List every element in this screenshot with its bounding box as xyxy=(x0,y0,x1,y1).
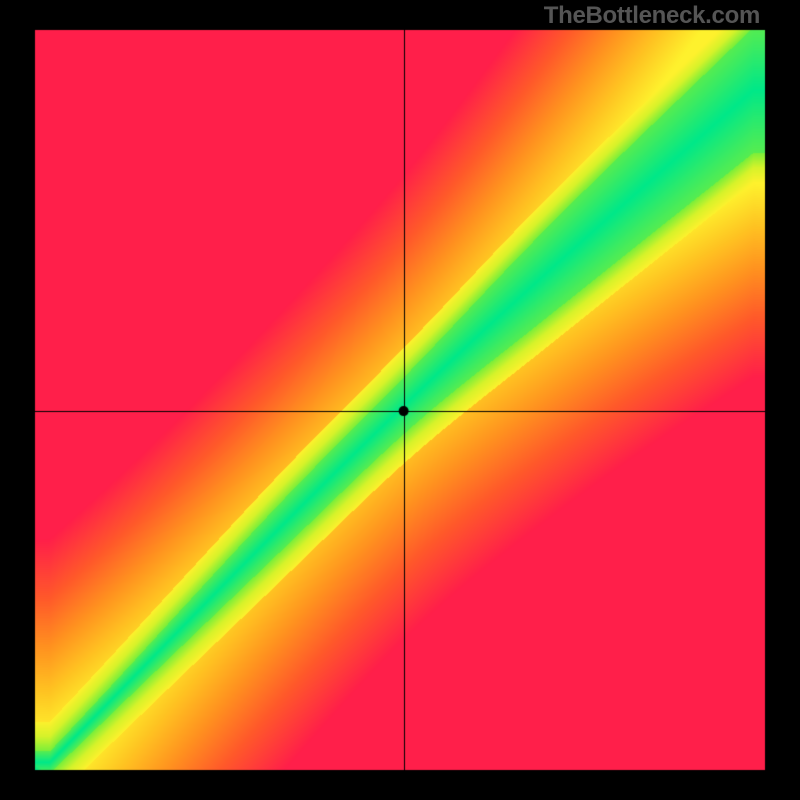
watermark-text: TheBottleneck.com xyxy=(544,2,760,30)
bottleneck-heatmap xyxy=(0,0,800,800)
